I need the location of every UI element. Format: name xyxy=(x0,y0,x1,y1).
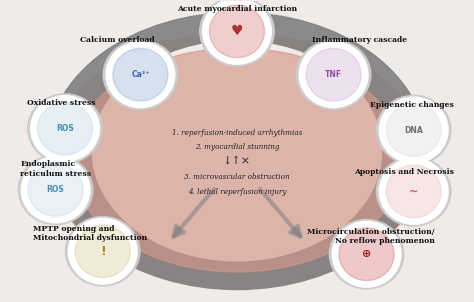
Ellipse shape xyxy=(47,12,427,290)
Ellipse shape xyxy=(200,0,274,66)
Text: Calcium overload: Calcium overload xyxy=(80,36,154,44)
Text: MPTP opening and
Mitochondrial dysfunction: MPTP opening and Mitochondrial dysfuncti… xyxy=(34,224,148,242)
Text: ⊕: ⊕ xyxy=(362,249,371,259)
Ellipse shape xyxy=(28,94,102,163)
Text: Apoptosis and Necrosis: Apoptosis and Necrosis xyxy=(354,168,454,176)
Text: Inflammatory cascade: Inflammatory cascade xyxy=(312,36,407,44)
Ellipse shape xyxy=(113,48,168,101)
Text: ↓↑×: ↓↑× xyxy=(223,156,251,166)
Text: TNF: TNF xyxy=(325,70,342,79)
Text: Epigenetic changes: Epigenetic changes xyxy=(370,101,454,109)
Ellipse shape xyxy=(339,228,394,281)
Ellipse shape xyxy=(299,42,368,108)
Ellipse shape xyxy=(106,42,175,108)
Text: DNA: DNA xyxy=(404,126,423,135)
Ellipse shape xyxy=(386,165,441,218)
Ellipse shape xyxy=(329,220,404,289)
Text: ♥: ♥ xyxy=(231,24,243,38)
Text: !: ! xyxy=(100,245,106,258)
Ellipse shape xyxy=(202,0,272,64)
Ellipse shape xyxy=(18,155,93,225)
Text: Endoplasmic
reticulum stress: Endoplasmic reticulum stress xyxy=(20,160,91,178)
Ellipse shape xyxy=(48,33,426,287)
Ellipse shape xyxy=(71,48,403,272)
Text: ROS: ROS xyxy=(56,124,74,133)
Ellipse shape xyxy=(21,157,90,223)
Text: ~: ~ xyxy=(409,186,419,196)
Ellipse shape xyxy=(210,5,264,58)
Ellipse shape xyxy=(75,225,130,278)
FancyArrowPatch shape xyxy=(173,189,214,236)
Ellipse shape xyxy=(379,97,448,163)
Text: 3. microvascular obstruction: 3. microvascular obstruction xyxy=(184,173,290,181)
Text: Acute myocardial infarction: Acute myocardial infarction xyxy=(177,5,297,13)
Ellipse shape xyxy=(386,104,441,156)
Text: Microcirculation obstruction/
No reflow phenomenon: Microcirculation obstruction/ No reflow … xyxy=(308,227,435,245)
Text: 2. myocardial stunning: 2. myocardial stunning xyxy=(195,143,279,151)
Ellipse shape xyxy=(376,157,451,226)
Ellipse shape xyxy=(306,48,361,101)
Text: Ca²⁺: Ca²⁺ xyxy=(131,70,149,79)
Ellipse shape xyxy=(37,102,92,155)
Ellipse shape xyxy=(31,96,100,162)
FancyArrowPatch shape xyxy=(260,189,301,236)
Ellipse shape xyxy=(28,164,83,216)
Ellipse shape xyxy=(332,221,401,287)
Ellipse shape xyxy=(103,40,178,109)
Ellipse shape xyxy=(376,95,451,165)
Ellipse shape xyxy=(296,40,371,109)
Text: Oxidative stress: Oxidative stress xyxy=(27,99,96,107)
Ellipse shape xyxy=(220,40,371,130)
Ellipse shape xyxy=(379,159,448,224)
Text: 4. lethal reperfusion injury: 4. lethal reperfusion injury xyxy=(188,188,286,196)
Ellipse shape xyxy=(92,41,382,261)
Text: 1. reperfusion-induced arrhythmias: 1. reperfusion-induced arrhythmias xyxy=(172,129,302,137)
Ellipse shape xyxy=(68,218,137,284)
Ellipse shape xyxy=(103,40,254,130)
Ellipse shape xyxy=(65,217,140,286)
Text: ROS: ROS xyxy=(47,185,64,194)
